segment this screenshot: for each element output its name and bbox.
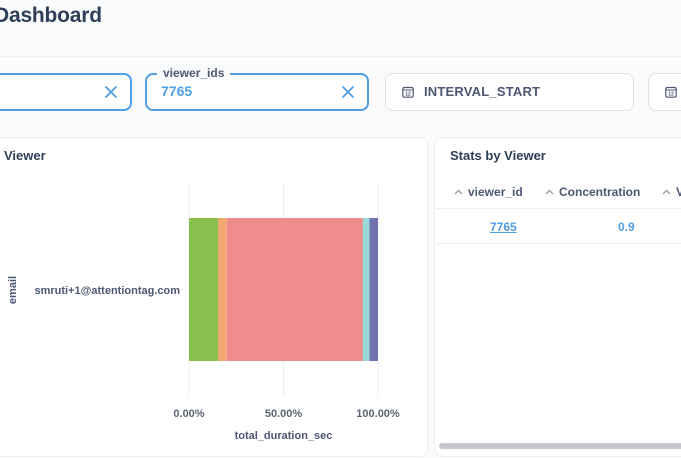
column-header-label: Concentration xyxy=(559,185,641,199)
filter-name-interval-start: INTERVAL_START xyxy=(424,84,541,99)
filter-legend-viewer-ids: viewer_ids xyxy=(157,66,231,80)
row-divider xyxy=(435,243,681,244)
filter-widget-1[interactable] xyxy=(0,73,132,111)
card-title-viewer: Viewer xyxy=(4,148,46,163)
x-axis-title: total_duration_sec xyxy=(235,430,333,442)
card-title-stats: Stats by Viewer xyxy=(450,148,546,163)
stats-table-card: Stats by Viewer viewer_id Concentration … xyxy=(434,137,681,457)
x-tick-label: 50.00% xyxy=(265,408,303,420)
filter-widget-interval-start[interactable]: 12 INTERVAL_START xyxy=(385,73,634,111)
bar-segment-3 xyxy=(362,218,370,361)
column-header-viewer-id[interactable]: viewer_id xyxy=(454,185,523,199)
chevron-up-icon xyxy=(545,189,554,195)
y-axis-title: email xyxy=(7,276,19,304)
bar-segment-2 xyxy=(226,218,363,361)
filter-widget-4[interactable]: 12 xyxy=(648,73,681,111)
chevron-up-icon xyxy=(454,189,463,195)
column-header-label: viewer_id xyxy=(468,185,523,199)
viewer-id-link[interactable]: 7765 xyxy=(490,220,517,234)
close-icon[interactable] xyxy=(104,85,118,99)
calendar-icon: 12 xyxy=(665,86,677,98)
viewer-stacked-bar-chart: 0.00% 50.00% 100.00% total_duration_sec emai… xyxy=(7,183,400,442)
close-icon[interactable] xyxy=(341,85,355,99)
bar-segment-1 xyxy=(218,218,227,361)
filters-bar: viewer_ids 7765 12 INTERVAL_START 12 xyxy=(0,56,681,137)
header-divider xyxy=(435,208,681,209)
y-category-label: smruti+1@attentiontag.com xyxy=(35,285,181,297)
viewer-chart-card: Viewer 0.00% 50.00% 100.00% total_duration_… xyxy=(0,137,428,457)
filter-value-viewer-ids[interactable]: 7765 xyxy=(161,83,193,99)
column-header-v[interactable]: V xyxy=(662,185,681,199)
calendar-icon: 12 xyxy=(402,86,414,98)
chevron-up-icon xyxy=(662,189,671,195)
concentration-value: 0.9 xyxy=(618,220,635,234)
svg-text:12: 12 xyxy=(668,92,674,98)
horizontal-scrollbar[interactable] xyxy=(439,443,681,449)
svg-text:12: 12 xyxy=(405,92,411,98)
column-header-label: V xyxy=(676,185,681,199)
bar-segment-0 xyxy=(189,218,219,361)
column-header-concentration[interactable]: Concentration xyxy=(545,185,640,199)
bar-segment-4 xyxy=(369,218,378,361)
x-tick-label: 0.00% xyxy=(173,408,204,420)
page-title: Dashboard xyxy=(0,4,102,27)
x-tick-label: 100.00% xyxy=(356,408,400,420)
filter-widget-viewer-ids[interactable]: viewer_ids 7765 xyxy=(145,66,369,111)
